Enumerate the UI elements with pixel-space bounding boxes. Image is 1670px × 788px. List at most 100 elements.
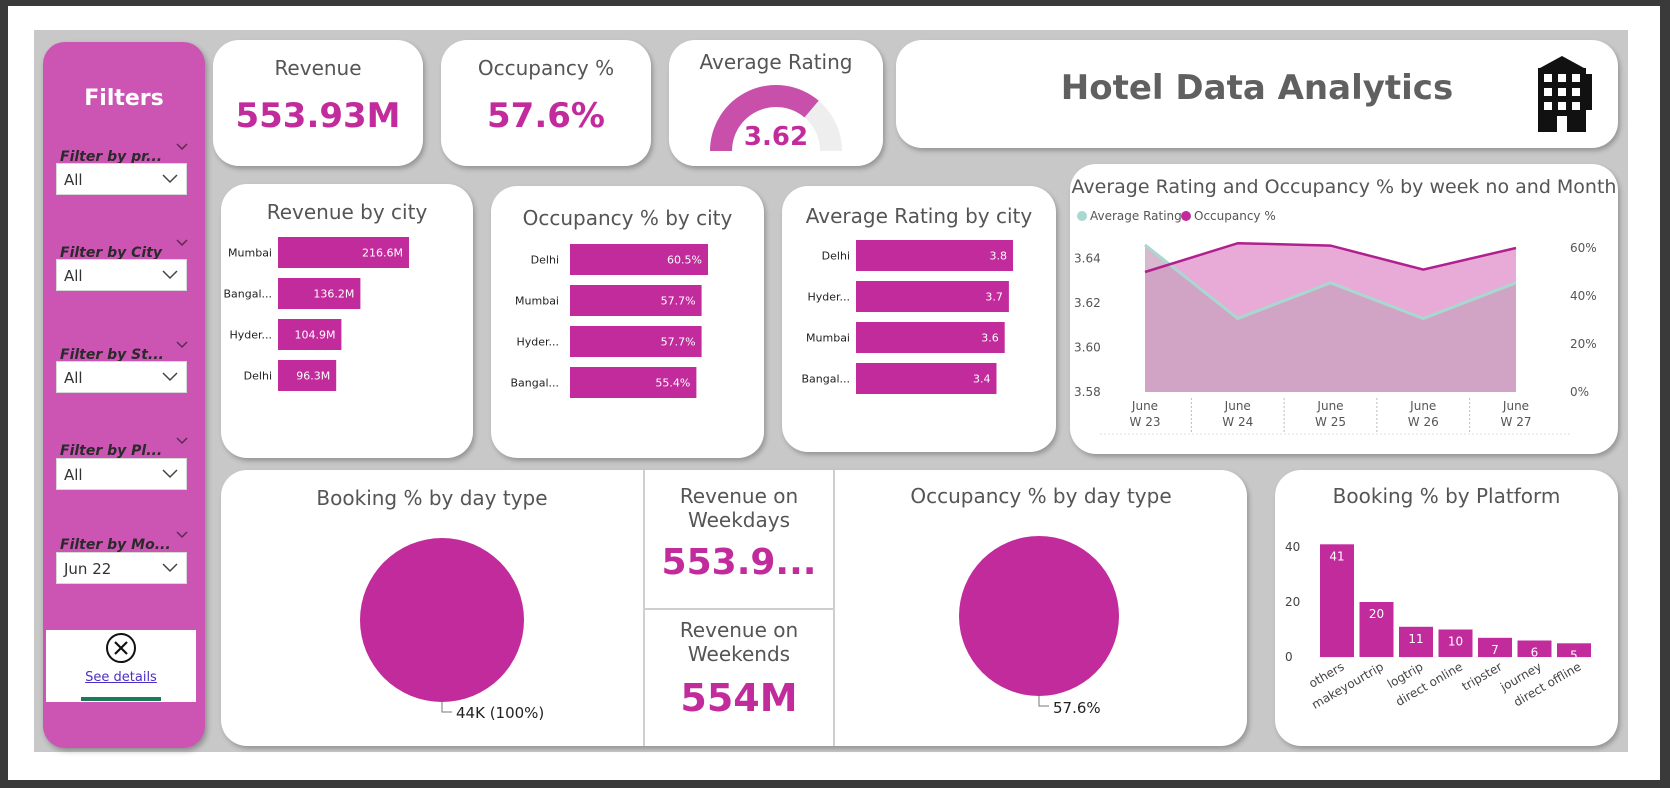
y-tick-label: 20%	[1570, 337, 1597, 351]
data-label: 10	[1448, 635, 1463, 649]
y-tick-label: 20	[1285, 595, 1300, 609]
kpi-title: Revenue	[274, 56, 362, 80]
chevron-down-icon	[162, 174, 178, 184]
filter-dropdown[interactable]: All	[56, 163, 187, 195]
category-label: Mumbai	[806, 332, 850, 345]
filter-value: All	[64, 267, 83, 285]
kpi-title-line1: Revenue on	[679, 618, 799, 642]
filter-label: Filter by Pl...	[60, 443, 163, 459]
chevron-down-icon[interactable]	[175, 340, 189, 350]
data-label: 3.4	[973, 373, 991, 386]
y-tick-label: 3.64	[1074, 251, 1101, 265]
rating-by-city-card: Average Rating by city Delhi 3.8 Hyder... 3…	[782, 186, 1056, 452]
bar	[1517, 640, 1552, 657]
filter-value: All	[64, 466, 83, 484]
filter-dropdown[interactable]: Jun 22	[56, 552, 187, 584]
bar	[1399, 626, 1433, 658]
y-tick-label: 3.60	[1074, 340, 1101, 354]
y-tick-label: 40	[1285, 540, 1300, 554]
kpi-value: 3.62	[743, 122, 809, 152]
data-label: 3.7	[985, 291, 1003, 304]
data-label: 6	[1531, 646, 1539, 660]
data-label: 3.6	[981, 332, 999, 345]
x-tick-label: June	[1131, 399, 1158, 413]
data-label: 60.5%	[667, 254, 702, 267]
chevron-down-icon[interactable]	[175, 530, 189, 540]
bar	[278, 278, 361, 309]
chart-title: Occupancy % by city	[522, 206, 733, 230]
y-tick-label: 3.58	[1074, 385, 1101, 399]
x-tick-label: W 24	[1222, 415, 1253, 429]
bar	[1320, 544, 1354, 658]
see-details-link[interactable]: See details	[85, 670, 157, 685]
pie-leader-line	[441, 702, 452, 713]
rating-area	[1145, 244, 1516, 392]
kpi-value: 57.6%	[487, 96, 605, 136]
kpi-title: Occupancy %	[477, 56, 615, 80]
rating-line	[1144, 243, 1517, 321]
chevron-down-icon[interactable]	[175, 142, 189, 152]
chart-title: Revenue by city	[266, 200, 428, 224]
filter-label: Filter by City	[60, 245, 163, 261]
data-label: 216.6M	[362, 247, 403, 260]
kpi-value: 554M	[680, 676, 798, 720]
bar	[278, 237, 409, 268]
filter-value: Jun 22	[64, 560, 112, 578]
filter-dropdown[interactable]: All	[56, 458, 187, 490]
filter-value: All	[64, 369, 83, 387]
category-label: Hyder...	[516, 336, 559, 349]
chevron-down-icon	[162, 372, 178, 382]
bar	[1478, 637, 1512, 658]
revenue-weekends-section: Revenue on Weekends 554M	[645, 610, 833, 746]
rating-by-city-chart: Delhi 3.8 Hyder... 3.7 Mumbai 3.6 Bangal... 3.4	[801, 240, 1013, 394]
close-circle-icon[interactable]	[105, 632, 137, 664]
filter-label: Filter by Mo...	[60, 537, 171, 553]
bar	[856, 240, 1013, 271]
bar	[570, 367, 697, 398]
kpi-value: 553.9...	[661, 542, 817, 583]
data-label: 20	[1369, 607, 1384, 621]
data-label: 104.9M	[294, 329, 335, 342]
section-divider	[645, 608, 833, 610]
legend-marker	[1077, 211, 1087, 221]
bar	[1438, 629, 1473, 657]
x-tick-label: June	[1502, 399, 1529, 413]
filter-value: All	[64, 171, 83, 189]
filters-title: Filters	[84, 86, 164, 111]
bar	[856, 322, 1005, 353]
chart-title: Average Rating and Occupancy % by week n…	[1071, 176, 1617, 198]
filters-panel: Filters Filter by pr... All Filter by Ci…	[43, 42, 205, 748]
pie-leader-line	[1038, 696, 1049, 707]
data-label: 3.8	[990, 250, 1008, 263]
filter-dropdown[interactable]: All	[56, 361, 187, 393]
chevron-down-icon	[162, 469, 178, 479]
category-label: Hyder...	[807, 291, 850, 304]
bar	[278, 319, 342, 350]
data-label: 96.3M	[296, 370, 330, 383]
bar	[856, 363, 997, 394]
category-label: Bangal...	[510, 377, 559, 390]
occupancy-by-city-chart: Delhi 60.5% Mumbai 57.7% Hyder... 57.7% Bangal…	[510, 244, 708, 398]
legend-marker	[1181, 211, 1191, 221]
dashboard-title: Hotel Data Analytics	[1060, 68, 1454, 108]
chevron-down-icon[interactable]	[175, 436, 189, 446]
occupancy-line	[1144, 241, 1517, 274]
category-label: Delhi	[531, 254, 559, 267]
filter-dropdown[interactable]: All	[56, 259, 187, 291]
booking-by-platform-card: Booking % by Platform 40 20 0 41 others 20 mak…	[1275, 470, 1618, 746]
occupancy-by-city-card: Occupancy % by city Delhi 60.5% Mumbai 57.7…	[491, 186, 764, 458]
chevron-down-icon[interactable]	[175, 238, 189, 248]
bar	[856, 281, 1009, 312]
see-details-panel: See details	[46, 630, 196, 702]
y-tick-label: 60%	[1570, 241, 1597, 255]
link-underline-bar	[81, 697, 161, 701]
kpi-rating-card: Average Rating 3.62	[669, 40, 883, 166]
booking-daytype-pie: 44K (100%)	[360, 538, 544, 722]
revenue-by-city-chart: Mumbai 216.6M Bangal... 136.2M Hyder... 104.9…	[223, 237, 409, 391]
kpi-revenue-card: Revenue 553.93M	[213, 40, 423, 166]
chart-title: Booking % by Platform	[1332, 484, 1561, 508]
occupancy-daytype-section: Occupancy % by day type 57.6%	[835, 470, 1247, 746]
x-tick-label: June	[1224, 399, 1251, 413]
bar	[1359, 602, 1394, 657]
gauge-fill	[710, 84, 819, 151]
